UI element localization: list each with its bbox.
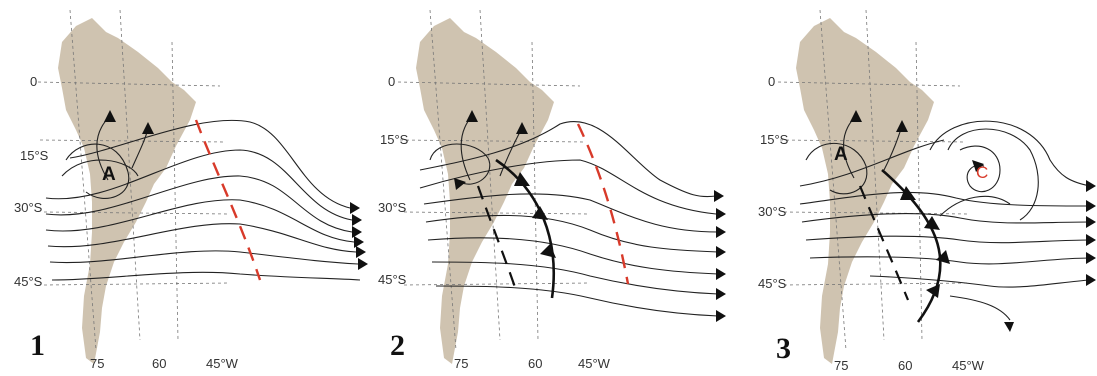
lat-label-15s: 15°S	[20, 148, 49, 163]
south-america-landmass	[416, 18, 554, 364]
front-barbs	[514, 172, 556, 258]
arrowheads	[104, 110, 368, 270]
high-pressure-label: A	[834, 144, 848, 165]
lat-label-0: 0	[30, 74, 37, 89]
lat-label-30s: 30°S	[758, 204, 787, 219]
grid-lines	[37, 9, 231, 351]
lat-label-15s: 15°S	[760, 132, 789, 147]
red-trough-line	[194, 119, 262, 281]
lon-label-60: 60	[528, 356, 542, 371]
panel-number: 3	[776, 332, 791, 365]
lat-label-45s: 45°S	[14, 274, 43, 289]
lat-label-0: 0	[388, 74, 395, 89]
arrowheads	[454, 110, 726, 322]
panel-number: 1	[30, 329, 45, 362]
panel-2: 0 15°S 30°S 45°S 75 60 45°W 2	[378, 9, 726, 371]
streamlines	[799, 115, 1091, 321]
red-trough-line	[576, 123, 630, 285]
lon-label-45w: 45°W	[952, 358, 985, 373]
south-america-landmass	[796, 18, 934, 364]
panel-3: A C 0 15°S 30°S 45°S 75 60 45°W 3	[758, 9, 1096, 373]
trough-line	[476, 185, 518, 291]
lon-label-60: 60	[152, 356, 166, 371]
lon-label-60: 60	[898, 358, 912, 373]
south-america-landmass	[58, 18, 196, 364]
arrowheads	[850, 110, 1096, 332]
low-pressure-label: C	[976, 163, 988, 182]
panel-1: A 0 15°S 30°S 45°S 75 60 45°W 1	[14, 9, 368, 371]
lon-label-45w: 45°W	[206, 356, 239, 371]
lon-label-75: 75	[454, 356, 468, 371]
lon-label-75: 75	[834, 358, 848, 373]
lat-label-30s: 30°S	[14, 200, 43, 215]
grid-lines	[397, 9, 591, 351]
lat-label-15s: 15°S	[380, 132, 409, 147]
cold-front-line	[881, 169, 942, 323]
lon-label-45w: 45°W	[578, 356, 611, 371]
streamlines	[45, 115, 361, 281]
front-barbs	[900, 186, 950, 298]
lon-label-75: 75	[90, 356, 104, 371]
lat-label-45s: 45°S	[378, 272, 407, 287]
high-pressure-label: A	[102, 164, 116, 185]
lat-label-0: 0	[768, 74, 775, 89]
grid-lines	[777, 9, 971, 351]
lat-label-45s: 45°S	[758, 276, 787, 291]
panel-number: 2	[390, 329, 405, 362]
trough-line	[858, 185, 910, 301]
lat-label-30s: 30°S	[378, 200, 407, 215]
